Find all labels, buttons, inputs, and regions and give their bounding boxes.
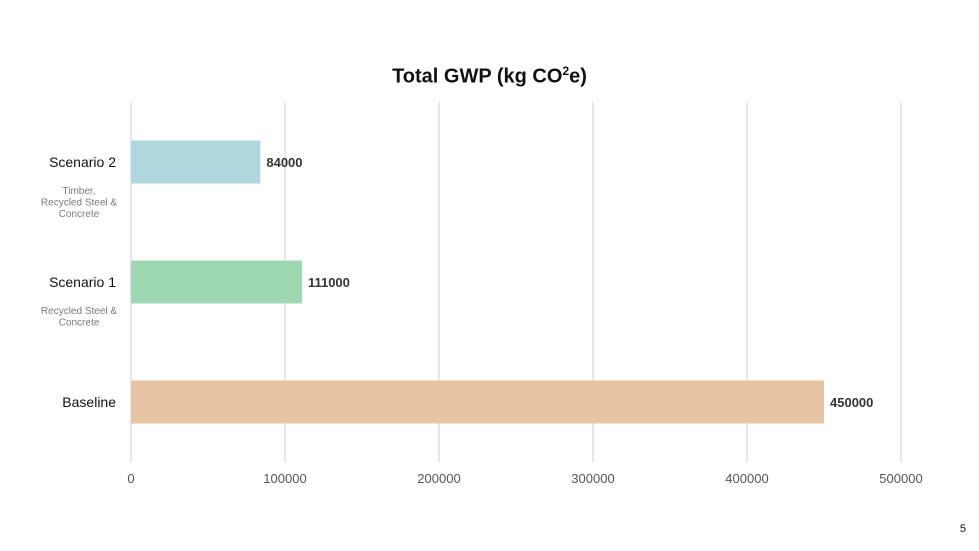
x-tick-label: 0: [127, 471, 134, 486]
data-label: 450000: [830, 395, 873, 410]
chart-title-superscript: 2: [562, 64, 570, 78]
bar: [131, 140, 261, 184]
data-label: 84000: [266, 155, 302, 170]
bar: [131, 260, 302, 304]
category-label: Scenario 2: [49, 154, 116, 170]
chart-title: Total GWP (kg CO2e): [0, 64, 979, 89]
page-number: 5: [959, 523, 966, 535]
x-tick-label: 200000: [417, 471, 460, 486]
bar: [131, 380, 824, 424]
chart-title-text: Total GWP (kg CO: [392, 65, 563, 88]
chart-title-suffix: e): [569, 65, 587, 88]
x-tick-label: 300000: [571, 471, 614, 486]
category-sublabel: Timber, Recycled Steel & Concrete: [41, 186, 117, 220]
category-sublabel: Recycled Steel & Concrete: [41, 306, 117, 329]
x-tick-label: 100000: [263, 471, 306, 486]
x-tick-label: 500000: [879, 471, 922, 486]
x-tick-label: 400000: [725, 471, 768, 486]
category-label: Scenario 1: [49, 274, 116, 290]
data-label: 111000: [308, 275, 350, 290]
category-label: Baseline: [62, 394, 116, 410]
